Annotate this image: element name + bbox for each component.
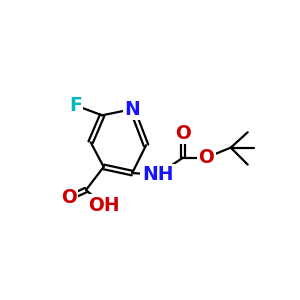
Text: O: O [61, 188, 77, 207]
Text: N: N [124, 100, 140, 118]
Text: F: F [69, 96, 82, 115]
Text: OH: OH [88, 196, 119, 215]
Text: O: O [175, 124, 191, 142]
Text: NH: NH [142, 165, 173, 184]
Text: O: O [198, 148, 214, 167]
